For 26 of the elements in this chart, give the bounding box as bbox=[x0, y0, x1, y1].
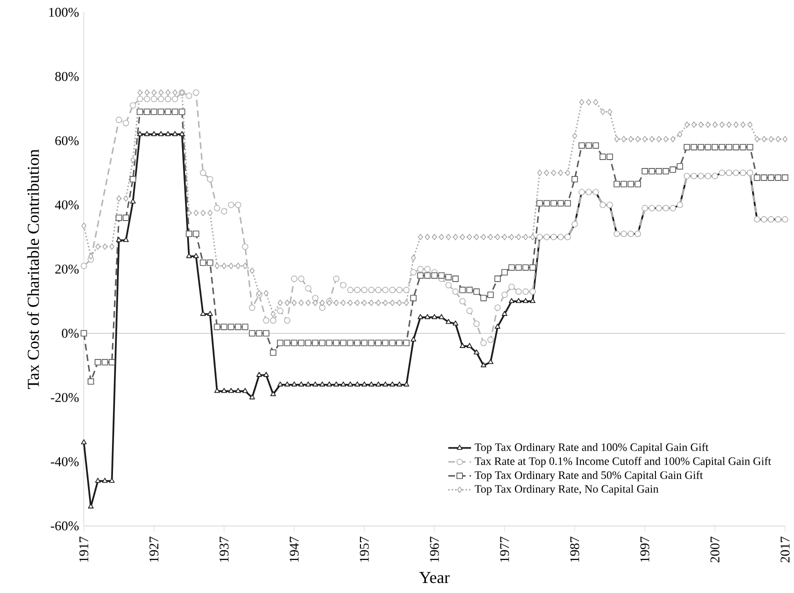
x-tick-label: 1947 bbox=[290, 536, 299, 562]
x-axis-title: Year bbox=[419, 572, 450, 584]
x-tick-label: 1957 bbox=[360, 536, 369, 562]
y-tick-label: 20% bbox=[55, 264, 79, 274]
x-tick-label: 1917 bbox=[79, 536, 88, 562]
x-tick-label: 1987 bbox=[570, 536, 580, 562]
x-tick-label: 1967 bbox=[430, 536, 439, 562]
x-tick-label: 1937 bbox=[220, 536, 229, 562]
legend-label: Tax Rate at Top 0.1% Income Cutoff and 100% Capital Gain Gift bbox=[474, 457, 772, 468]
y-tick-label: 40% bbox=[54, 200, 79, 210]
y-tick-label: 0% bbox=[62, 328, 79, 338]
y-tick-label: 80% bbox=[55, 72, 79, 82]
y-tick-label: 60% bbox=[55, 136, 79, 146]
y-axis-title: Tax Cost of Charitable Contribution bbox=[27, 149, 39, 389]
y-tick-label: -20% bbox=[50, 393, 79, 402]
legend-label: Top Tax Ordinary Rate, No Capital Gain bbox=[474, 484, 658, 496]
x-tick-label: 2017 bbox=[780, 536, 790, 562]
x-tick-label: 1977 bbox=[500, 536, 510, 562]
x-tick-label: 2007 bbox=[710, 536, 720, 562]
x-tick-label: 1927 bbox=[149, 536, 158, 562]
legend-label: Top Tax Ordinary Rate and 100% Capital Gain Gift bbox=[474, 443, 708, 454]
y-tick-label: 100% bbox=[49, 8, 79, 17]
y-tick-label: -60% bbox=[50, 522, 79, 531]
y-tick-label: -40% bbox=[50, 457, 79, 466]
x-tick-label: 1997 bbox=[640, 536, 650, 562]
legend-label: Top Tax Ordinary Rate and 50% Capital Gain Gift bbox=[474, 470, 703, 482]
